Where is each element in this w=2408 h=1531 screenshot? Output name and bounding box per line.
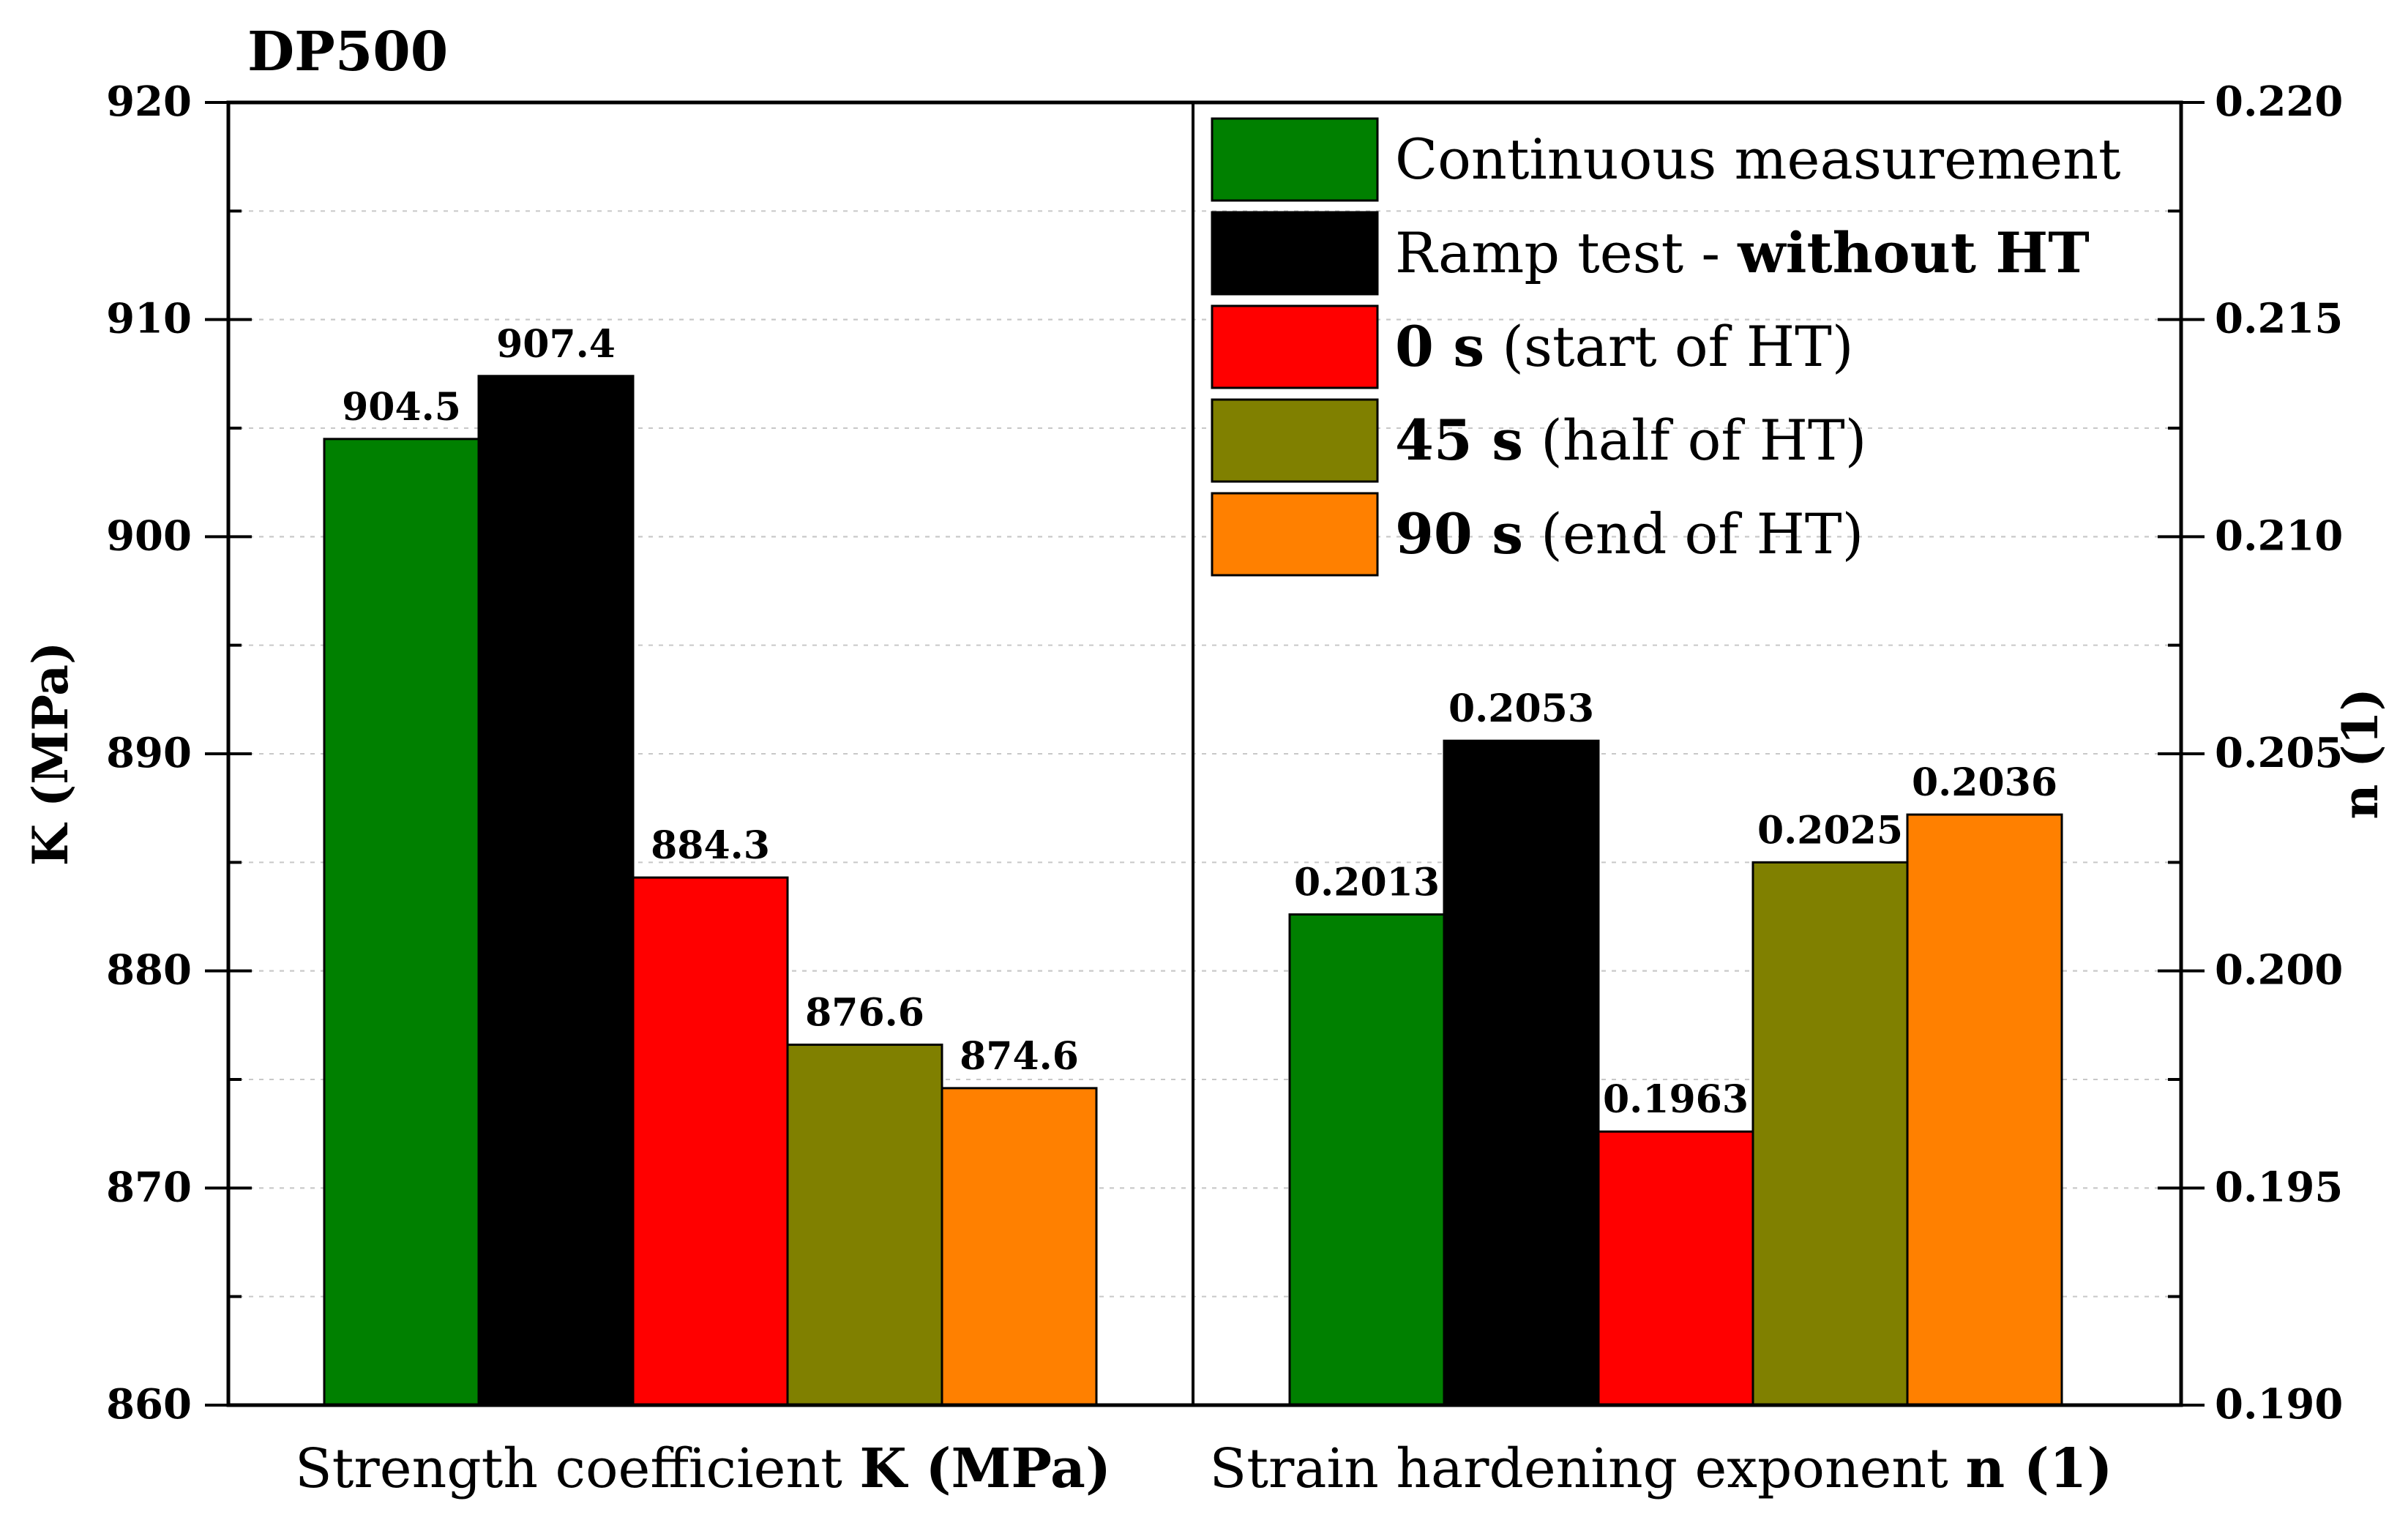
data-label: 0.1963 bbox=[1603, 1077, 1749, 1122]
right-tick-label: 0.200 bbox=[2215, 946, 2343, 995]
bar-k-4 bbox=[786, 1044, 943, 1407]
data-label: 0.2013 bbox=[1294, 861, 1440, 905]
left-tick-label: 870 bbox=[106, 1163, 192, 1211]
legend-swatch bbox=[1211, 211, 1379, 296]
legend: Continuous measurement Ramp test - withou… bbox=[1211, 117, 2121, 577]
left-tick-label: 900 bbox=[106, 512, 192, 560]
bar-k-5 bbox=[941, 1087, 1098, 1407]
bar-n-2 bbox=[1443, 739, 1600, 1407]
left-tick-label: 890 bbox=[106, 729, 192, 777]
data-label: 876.6 bbox=[805, 991, 924, 1036]
bar-n-4 bbox=[1751, 861, 1909, 1407]
right-tick-label: 0.220 bbox=[2215, 78, 2343, 126]
category-labels: Strength coefficient K (MPa) Strain harde… bbox=[295, 1437, 2112, 1500]
legend-label: 45 s (half of HT) bbox=[1395, 408, 1866, 473]
bar-k-3 bbox=[632, 876, 789, 1407]
gridlines bbox=[228, 210, 2181, 1298]
legend-label: Ramp test - without HT bbox=[1395, 220, 2090, 285]
right-axis: 0.190 0.195 0.200 0.205 0.210 0.215 0.220 bbox=[2158, 78, 2343, 1429]
category-label: Strain hardening exponent n (1) bbox=[1210, 1437, 2113, 1500]
category-label: Strength coefficient K (MPa) bbox=[295, 1437, 1111, 1500]
legend-swatch bbox=[1211, 492, 1379, 577]
right-tick-label: 0.210 bbox=[2215, 512, 2343, 560]
bar-n-3 bbox=[1597, 1130, 1754, 1407]
legend-label: Continuous measurement bbox=[1395, 127, 2121, 192]
data-label: 0.2036 bbox=[1912, 760, 2057, 805]
bar-k-1 bbox=[323, 438, 480, 1407]
bar-k-2 bbox=[477, 375, 635, 1407]
right-tick-label: 0.190 bbox=[2215, 1380, 2343, 1429]
legend-swatch bbox=[1211, 117, 1379, 202]
bar-n-5 bbox=[1906, 813, 2063, 1407]
legend-label: 0 s (start of HT) bbox=[1395, 314, 1854, 379]
left-tick-label: 880 bbox=[106, 946, 192, 995]
legend-swatch bbox=[1211, 304, 1379, 389]
right-tick-label: 0.215 bbox=[2215, 295, 2343, 343]
chart-title: DP500 bbox=[247, 20, 448, 83]
left-tick-label: 860 bbox=[106, 1380, 192, 1429]
bar-n-1 bbox=[1288, 913, 1446, 1407]
left-axis: 860 870 880 890 900 910 920 bbox=[106, 78, 252, 1429]
data-label: 884.3 bbox=[651, 823, 770, 868]
data-label: 907.4 bbox=[496, 322, 616, 367]
data-label: 0.2025 bbox=[1757, 808, 1903, 853]
right-tick-label: 0.195 bbox=[2215, 1163, 2343, 1211]
left-axis-title: K (MPa) bbox=[22, 642, 79, 866]
legend-swatch bbox=[1211, 398, 1379, 483]
data-label: 874.6 bbox=[960, 1034, 1079, 1079]
right-axis-title: n (1) bbox=[2332, 688, 2389, 819]
left-tick-label: 920 bbox=[106, 78, 192, 126]
bars bbox=[323, 375, 2063, 1407]
legend-label: 90 s (end of HT) bbox=[1395, 501, 1863, 566]
data-labels: 904.5 907.4 884.3 876.6 874.6 0.2013 0.2053 0.1… bbox=[342, 322, 2057, 1122]
data-label: 0.2053 bbox=[1448, 686, 1594, 731]
right-tick-label: 0.205 bbox=[2215, 729, 2343, 777]
data-label: 904.5 bbox=[342, 385, 461, 430]
left-tick-label: 910 bbox=[106, 295, 192, 343]
